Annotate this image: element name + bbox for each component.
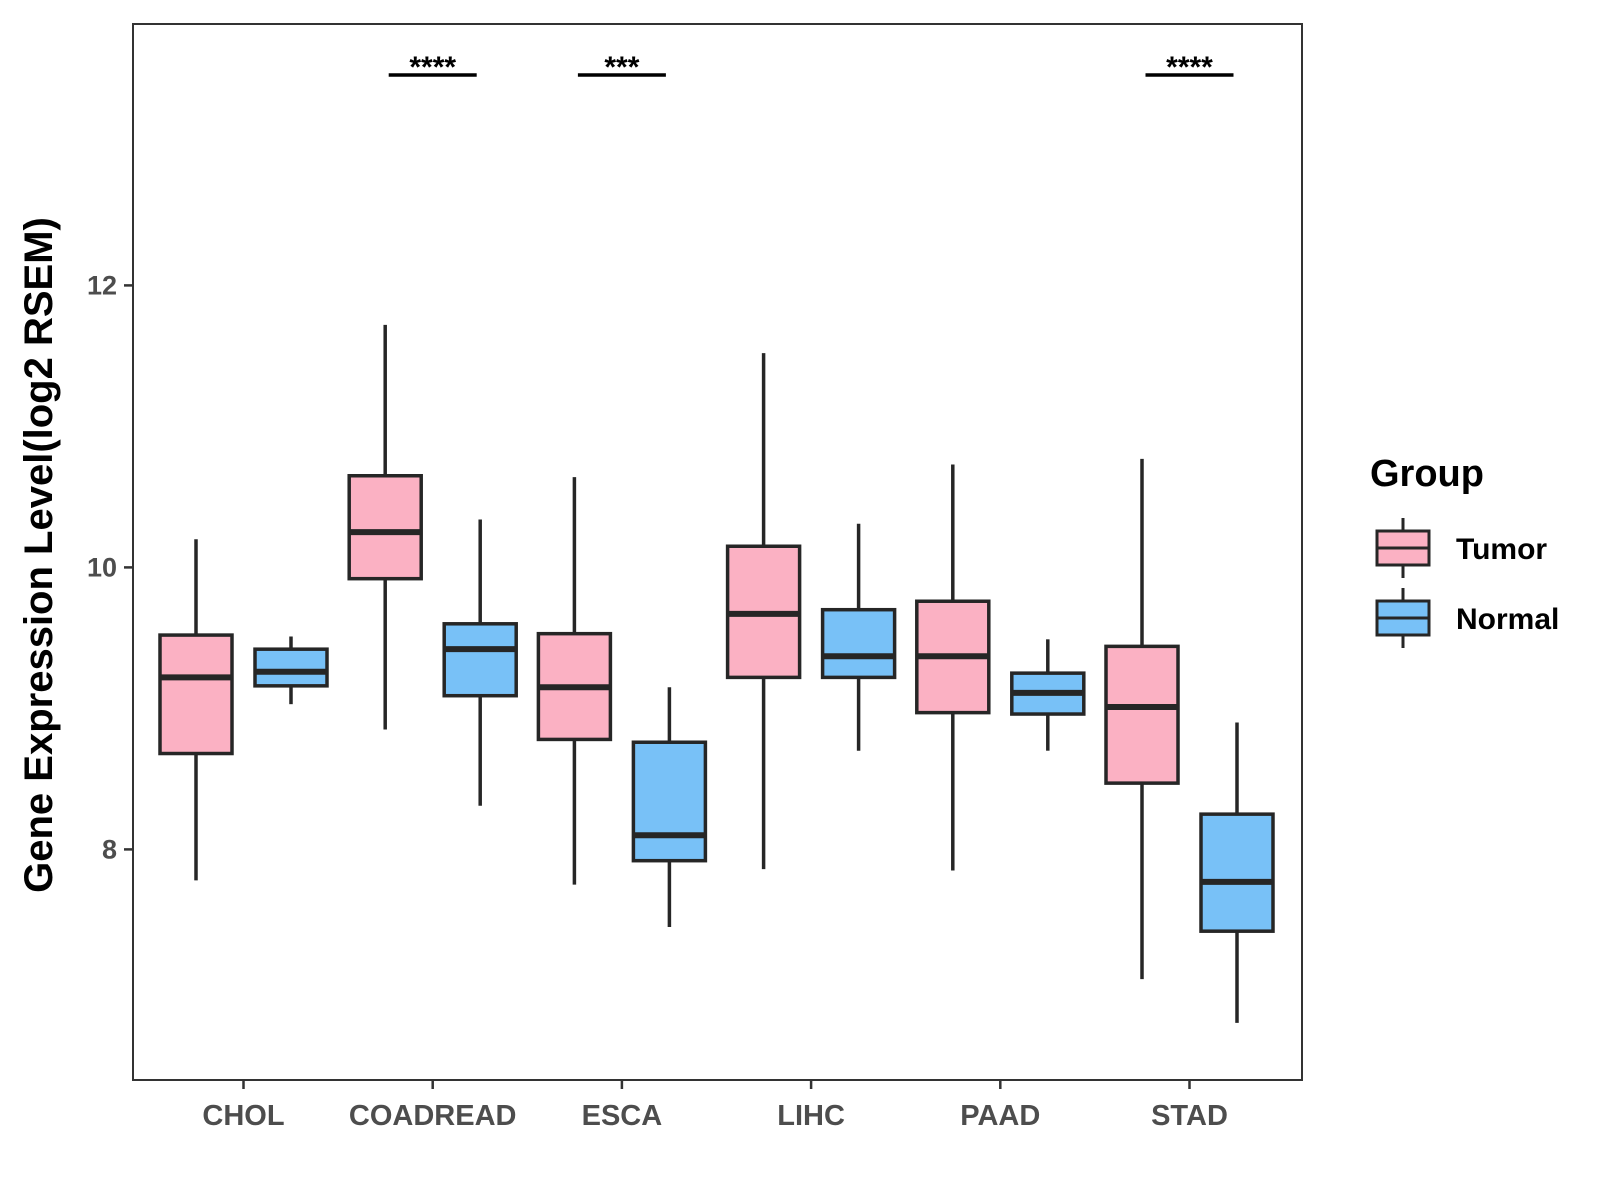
box-tumor-chol [158, 539, 234, 881]
significance-stad: **** [1145, 51, 1234, 84]
box-body [253, 647, 329, 688]
box-body [158, 633, 234, 756]
box-tumor-esca [536, 477, 613, 885]
significance-label: **** [409, 51, 456, 84]
x-tick-label-stad: STAD [1151, 1100, 1228, 1132]
y-tick-label: 10 [87, 552, 117, 582]
legend: Group Tumor Normal [1370, 453, 1559, 648]
significance-esca: *** [577, 51, 666, 84]
box-body [347, 474, 423, 581]
box-body [820, 607, 897, 680]
box-normal-stad [1199, 722, 1275, 1023]
legend-label-tumor: Tumor [1456, 533, 1547, 566]
x-tick-label-chol: CHOL [202, 1100, 284, 1132]
y-tick-label: 12 [87, 270, 117, 300]
box-normal-coadread [442, 519, 518, 806]
y-tick-label: 8 [102, 834, 117, 864]
significance-coadread: **** [388, 51, 477, 84]
legend-items: Tumor Normal [1375, 518, 1559, 648]
legend-label-normal: Normal [1456, 603, 1559, 636]
x-tick-label-paad: PAAD [960, 1100, 1040, 1132]
box-body [631, 740, 708, 863]
box-tumor-paad [915, 464, 991, 871]
y-axis-title: Gene Expression Level(log2 RSEM) [17, 217, 61, 893]
box-body [1199, 812, 1275, 933]
x-tick-label-lihc: LIHC [777, 1100, 845, 1132]
box-body [1104, 644, 1180, 785]
significance-label: *** [604, 51, 639, 84]
panel-border [132, 23, 1303, 1081]
legend-title: Group [1370, 453, 1484, 495]
box-normal-chol [253, 636, 329, 705]
box-normal-lihc [820, 523, 897, 751]
x-tick-label-coadread: COADREAD [349, 1100, 517, 1132]
legend-item-normal: Normal [1375, 588, 1559, 648]
legend-item-tumor: Tumor [1375, 518, 1547, 578]
significance-label: **** [1166, 51, 1213, 84]
box-tumor-coadread [347, 324, 423, 730]
box-normal-esca [631, 687, 708, 927]
box-normal-paad [1010, 639, 1086, 751]
box-tumor-lihc [725, 353, 802, 870]
box-tumor-stad [1104, 458, 1180, 980]
box-body [442, 622, 518, 698]
x-tick-label-esca: ESCA [582, 1100, 663, 1132]
